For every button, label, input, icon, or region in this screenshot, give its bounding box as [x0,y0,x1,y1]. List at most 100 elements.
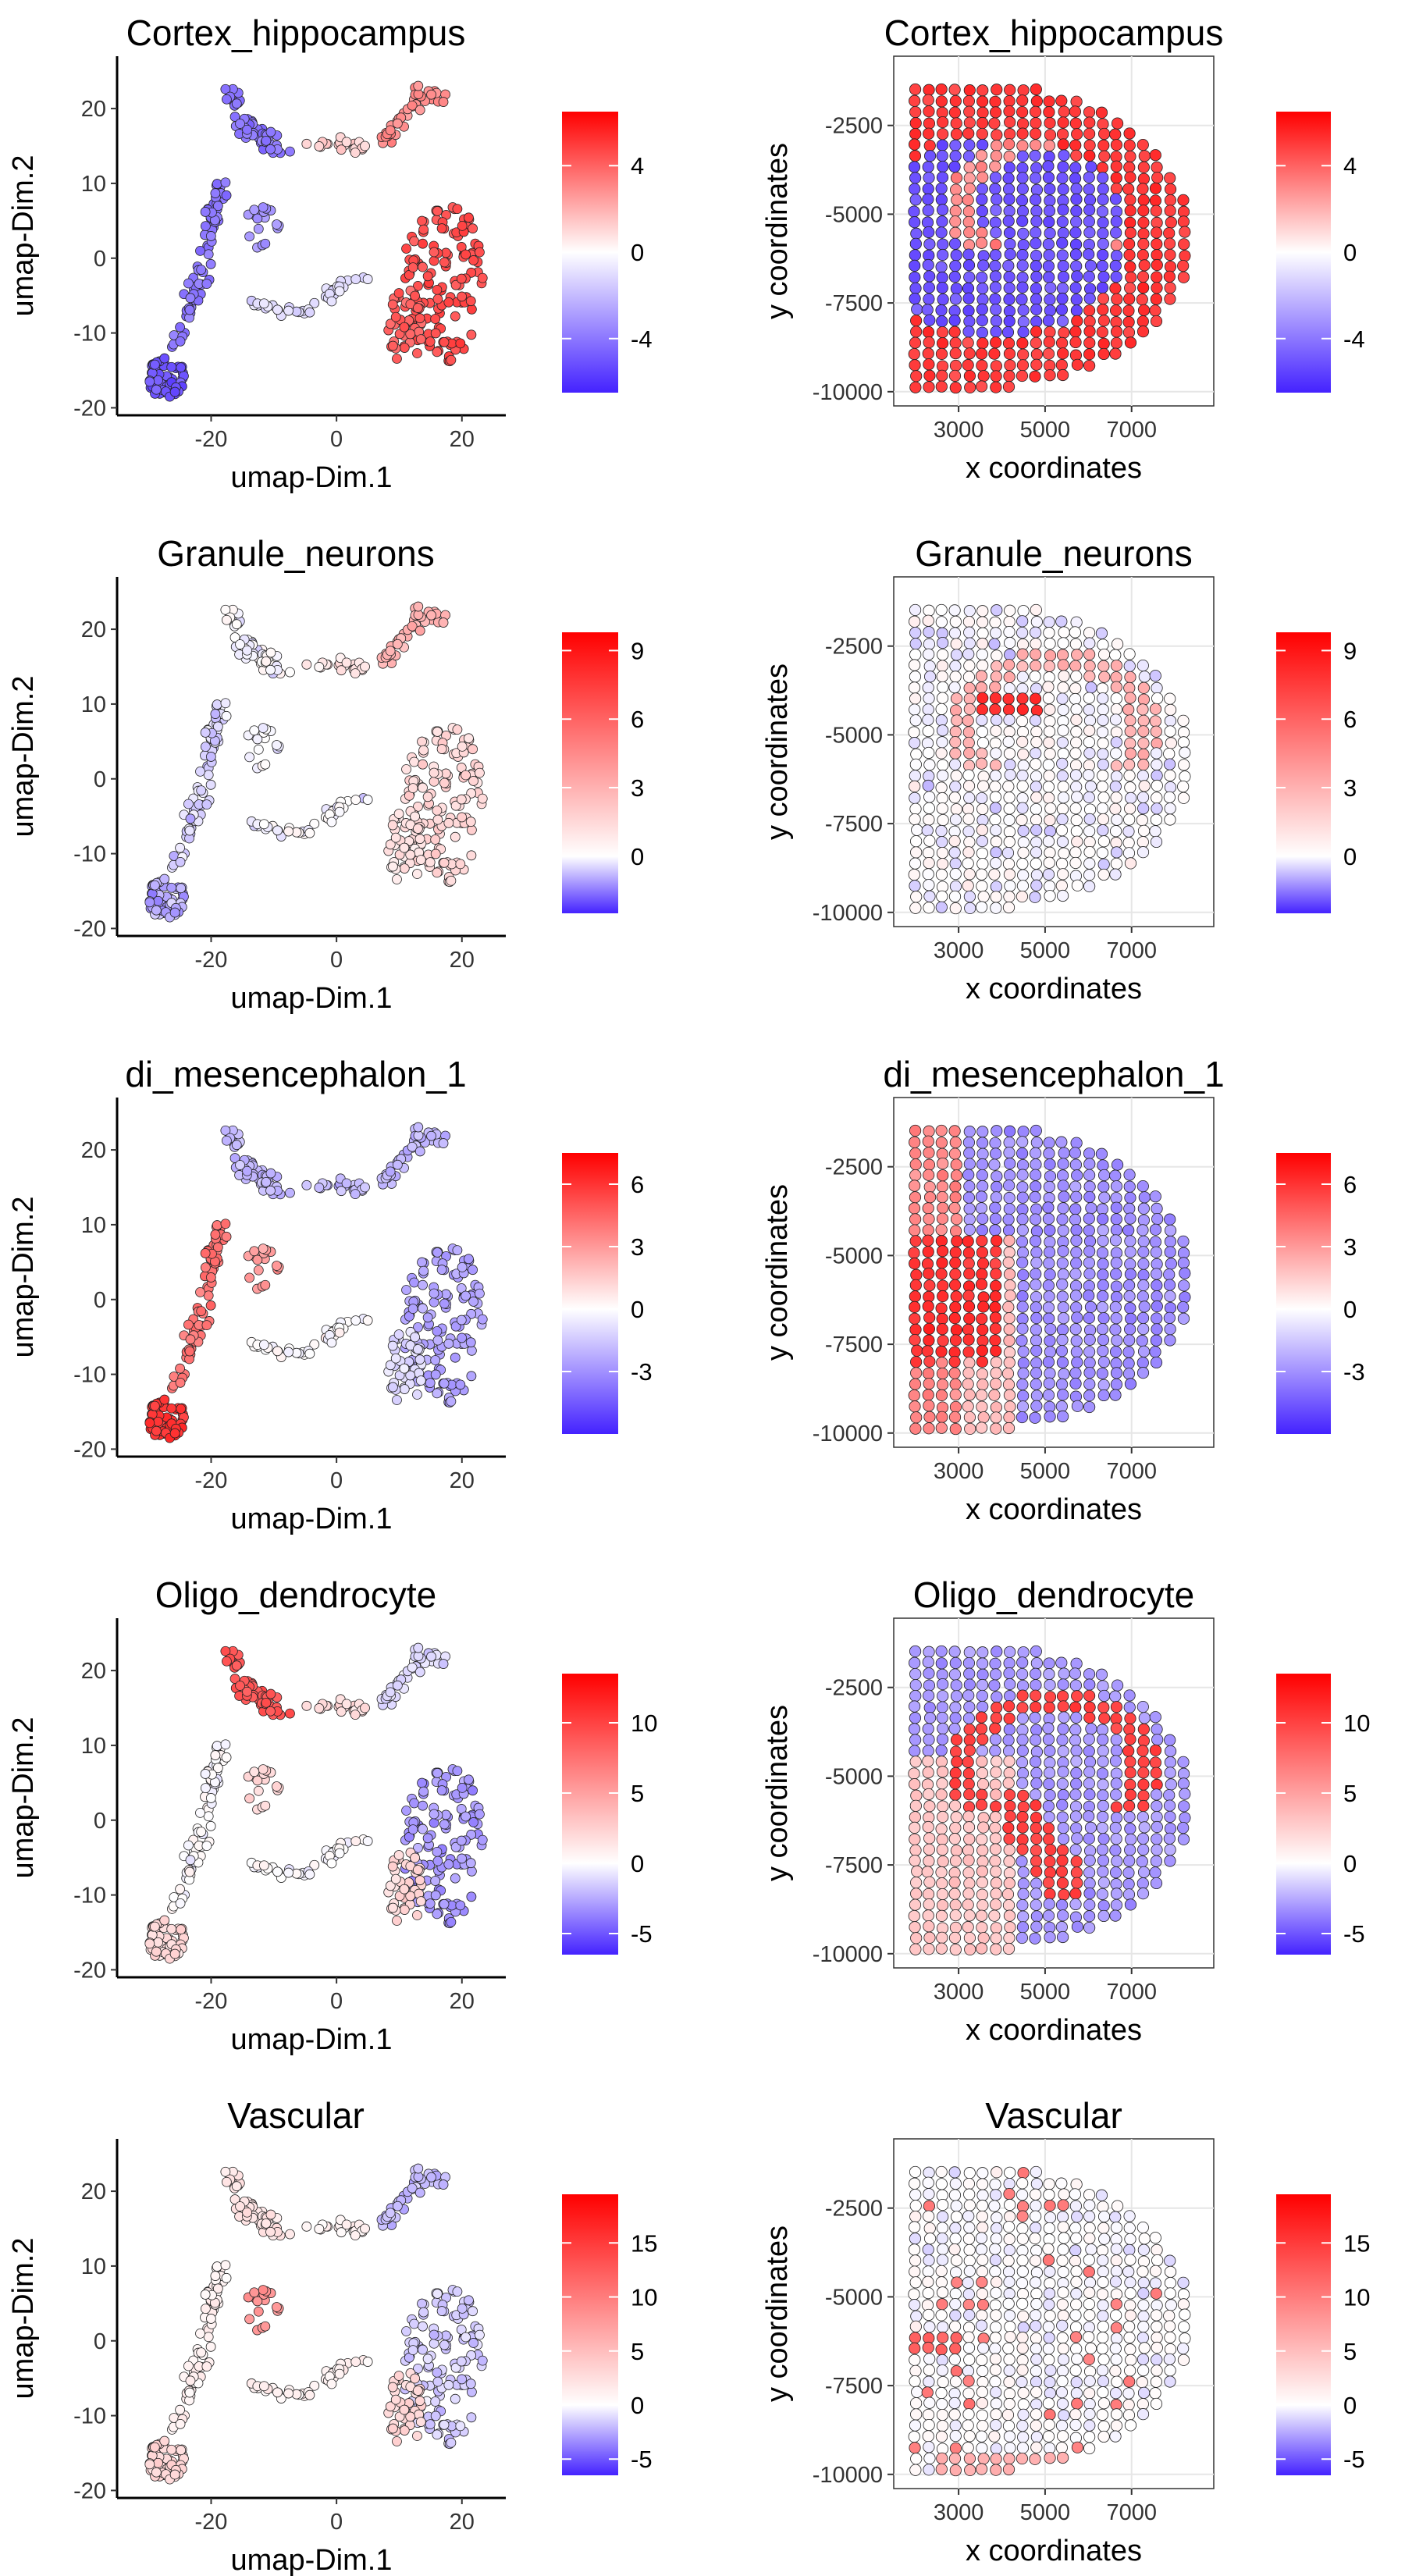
data-point [1177,1300,1190,1314]
data-point [1044,802,1057,815]
data-point [1016,249,1029,262]
data-point [1042,315,1055,327]
data-point [911,303,923,315]
data-point [989,1311,1002,1324]
data-point [258,1764,269,1775]
data-point [1151,1800,1163,1813]
data-point [1003,1788,1016,1801]
data-point [937,1334,949,1347]
data-point [410,1332,421,1343]
data-point [410,290,421,301]
data-point [1083,703,1095,717]
data-point [989,260,1001,272]
data-point [399,1363,410,1374]
data-point [1083,1346,1096,1358]
data-point [936,1323,948,1336]
data-point [1056,1854,1069,1867]
data-point [950,1290,962,1303]
data-point [1110,226,1122,239]
data-point [1070,1767,1083,1779]
data-point [1136,1224,1149,1236]
data-point [1095,1668,1108,1681]
data-point [1030,1645,1042,1658]
data-point [1123,1723,1136,1735]
data-point [1136,659,1149,672]
data-point [461,1811,471,1822]
data-point [1004,116,1016,129]
data-point [908,1202,921,1215]
data-point [908,1723,921,1735]
data-point [1179,1267,1191,1279]
data-point [1003,1855,1016,1868]
data-point [1042,835,1055,848]
data-point [1001,1888,1015,1901]
y-tick-label: -20 [73,396,106,421]
data-point [909,2276,922,2289]
data-point [1003,162,1016,174]
data-point [910,891,923,903]
data-point [1043,1833,1055,1845]
data-point [989,216,1001,229]
data-point [1004,1169,1016,1182]
data-point [963,1268,976,1280]
data-point [990,891,1002,903]
panel-title: Granule_neurons [157,533,434,574]
data-point [1097,248,1109,262]
data-point [1043,2189,1055,2201]
data-point [1016,293,1028,306]
data-point [922,183,934,195]
data-point [949,857,962,870]
data-point [1056,757,1069,770]
data-point [1097,1778,1109,1791]
data-point [201,1320,212,1331]
data-point [962,615,976,628]
data-point [407,2345,418,2356]
data-point [1030,2244,1043,2257]
y-tick-label: -20 [73,1958,106,1983]
data-point [1122,1866,1135,1879]
data-point [1057,1822,1069,1834]
data-point [1124,1778,1136,1791]
data-point [936,1899,949,1912]
data-point [1151,779,1163,792]
data-point [909,1645,922,1658]
data-point [1137,1799,1150,1813]
data-point [350,1189,361,1200]
data-point [1030,1256,1043,1269]
data-point [976,1876,988,1889]
data-point [184,2387,195,2398]
data-point [1123,1180,1136,1193]
data-point [220,177,231,188]
y-tick-label: -5000 [825,1764,883,1789]
data-point [456,2356,467,2367]
data-point [1017,227,1030,240]
data-point [990,238,1002,251]
data-point [1096,781,1108,793]
data-point [991,139,1003,152]
data-point [414,2187,425,2198]
data-point [222,1656,232,1667]
data-point [1151,2332,1163,2344]
data-point [388,1382,398,1393]
data-point [908,681,921,694]
data-point [1016,359,1030,372]
data-point [963,161,976,174]
y-tick-label: -2500 [825,1676,883,1701]
data-point [1136,1832,1150,1845]
data-point [1179,746,1191,759]
data-point [909,292,921,305]
data-point [446,1916,457,1927]
data-point [1149,149,1161,162]
y-tick-label: -2500 [825,114,883,139]
x-tick-label: 7000 [1106,1459,1157,1484]
data-point [962,1378,974,1390]
data-point [1151,1202,1163,1215]
data-point [962,846,975,859]
data-point [1030,616,1043,628]
data-point [1003,868,1016,881]
data-point [1109,1234,1122,1247]
data-point [1016,615,1029,628]
data-point [1124,1212,1136,1225]
data-point [1030,1357,1043,1369]
data-point [935,714,948,727]
